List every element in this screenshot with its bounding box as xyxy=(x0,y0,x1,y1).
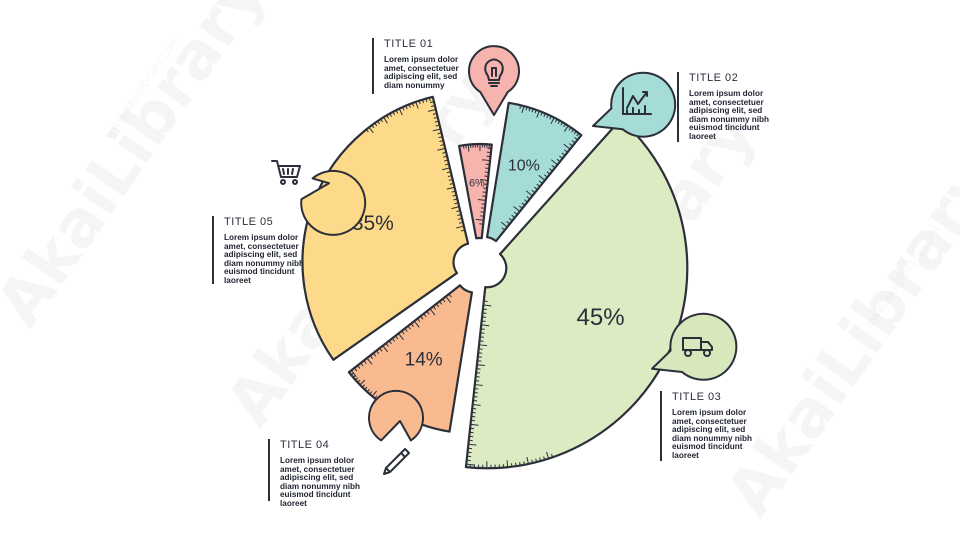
callout-title-03: TITLE 03 Lorem ipsum dolor amet, consect… xyxy=(660,391,802,461)
callout-title-05: TITLE 05 Lorem ipsum dolor amet, consect… xyxy=(212,216,354,285)
callout-title: TITLE 03 xyxy=(672,391,722,403)
pie-slice-1 xyxy=(458,142,493,240)
pie-slice-5 xyxy=(301,95,470,361)
pie-slices: 6%10%45%14%35% xyxy=(301,95,689,470)
slice-ruler-ticks xyxy=(462,144,492,225)
icon-bubble-shape xyxy=(368,389,424,442)
ruler-tick-marks xyxy=(500,105,580,231)
slice-ruler-ticks xyxy=(466,300,554,469)
callout-title-02: TITLE 02 Lorem ipsum dolor amet, consect… xyxy=(677,72,819,142)
icon-bubble-shape xyxy=(300,169,367,236)
truck-icon xyxy=(682,337,713,357)
pie-center-hole xyxy=(464,249,496,281)
callout-body: Lorem ipsum dolor amet, consectetuer adi… xyxy=(672,408,753,460)
ruler-tick-marks xyxy=(462,144,492,225)
callout-title: TITLE 02 xyxy=(689,72,739,84)
icon-bubble-4 xyxy=(368,389,424,475)
icon-bubbles xyxy=(271,45,738,475)
callout-title: TITLE 04 xyxy=(280,439,330,451)
callout-title: TITLE 01 xyxy=(384,38,434,50)
ruler-tick-marks xyxy=(365,97,465,232)
ruler-tick-marks xyxy=(466,300,554,469)
slice-label-3: 45% xyxy=(577,304,625,331)
icon-bubble-shape xyxy=(651,312,738,381)
callout-body: Lorem ipsum dolor amet, consectetuer adi… xyxy=(384,55,459,90)
watermark-text: AkaiLibrary xyxy=(0,0,280,339)
icon-bubble-2 xyxy=(592,71,677,138)
icon-bubble-5 xyxy=(271,160,367,236)
slice-ruler-ticks xyxy=(500,105,580,231)
icon-bubble-1 xyxy=(468,45,520,116)
callout-body: Lorem ipsum dolor amet, consectetuer adi… xyxy=(224,233,305,285)
callout-title: TITLE 05 xyxy=(224,216,274,228)
callout-body: Lorem ipsum dolor amet, consectetuer adi… xyxy=(280,456,361,508)
slice-label-1: 6% xyxy=(469,177,485,189)
callout-body: Lorem ipsum dolor amet, consectetuer adi… xyxy=(689,89,770,141)
watermark-text: AkaiLibrary xyxy=(712,148,960,529)
icon-bubble-shape xyxy=(592,71,677,138)
pie-slice-3 xyxy=(464,118,689,470)
callout-title-01: TITLE 01 Lorem ipsum dolor amet, consect… xyxy=(372,38,514,94)
slice-label-2: 10% xyxy=(508,158,540,175)
slice-ruler-ticks xyxy=(365,97,465,232)
icon-bubble-3 xyxy=(651,312,738,381)
lightbulb-icon xyxy=(484,58,504,87)
slice-label-4: 14% xyxy=(405,349,443,370)
pencil-icon xyxy=(383,448,410,475)
callout-title-04: TITLE 04 Lorem ipsum dolor amet, consect… xyxy=(268,439,410,508)
shopping-cart-icon xyxy=(271,160,301,185)
line-chart-icon xyxy=(622,87,652,115)
